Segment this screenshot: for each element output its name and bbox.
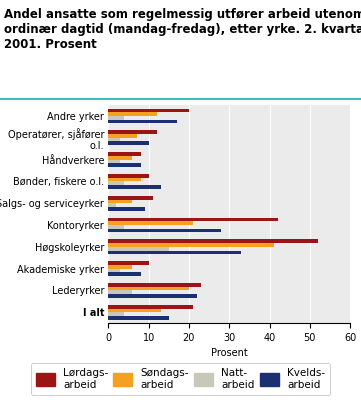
- Bar: [108, 112, 157, 116]
- Bar: [108, 196, 153, 200]
- Bar: [108, 178, 140, 181]
- Bar: [108, 163, 140, 167]
- Bar: [108, 247, 169, 250]
- Bar: [108, 207, 144, 210]
- Bar: [108, 229, 221, 232]
- Bar: [108, 160, 120, 163]
- Bar: [108, 316, 169, 320]
- Bar: [108, 200, 132, 203]
- Bar: [108, 134, 136, 138]
- Bar: [108, 309, 161, 312]
- Bar: [108, 109, 189, 112]
- Bar: [108, 116, 125, 120]
- Bar: [108, 185, 161, 189]
- Bar: [108, 152, 140, 156]
- Bar: [108, 120, 177, 123]
- Bar: [108, 203, 116, 207]
- Bar: [108, 225, 125, 229]
- Bar: [108, 130, 157, 134]
- Text: Andel ansatte som regelmessig utfører arbeid utenom
ordinær dagtid (mandag-freda: Andel ansatte som regelmessig utfører ar…: [4, 8, 361, 51]
- Bar: [108, 294, 197, 298]
- Bar: [108, 250, 242, 254]
- Bar: [108, 156, 132, 160]
- Bar: [108, 243, 274, 247]
- Bar: [108, 174, 149, 178]
- Bar: [108, 138, 120, 141]
- Bar: [108, 218, 278, 221]
- Bar: [108, 261, 149, 265]
- Bar: [108, 265, 132, 269]
- Bar: [108, 141, 149, 145]
- Legend: Lørdags-
arbeid, Søndags-
arbeid, Natt-
arbeid, Kvelds-
arbeid: Lørdags- arbeid, Søndags- arbeid, Natt- …: [31, 363, 330, 395]
- Bar: [108, 181, 125, 185]
- Bar: [108, 287, 189, 290]
- Bar: [108, 290, 132, 294]
- Bar: [108, 272, 140, 276]
- X-axis label: Prosent: Prosent: [211, 349, 248, 358]
- Bar: [108, 283, 201, 287]
- Bar: [108, 312, 125, 316]
- Bar: [108, 305, 193, 309]
- Bar: [108, 269, 120, 272]
- Bar: [108, 221, 193, 225]
- Bar: [108, 240, 318, 243]
